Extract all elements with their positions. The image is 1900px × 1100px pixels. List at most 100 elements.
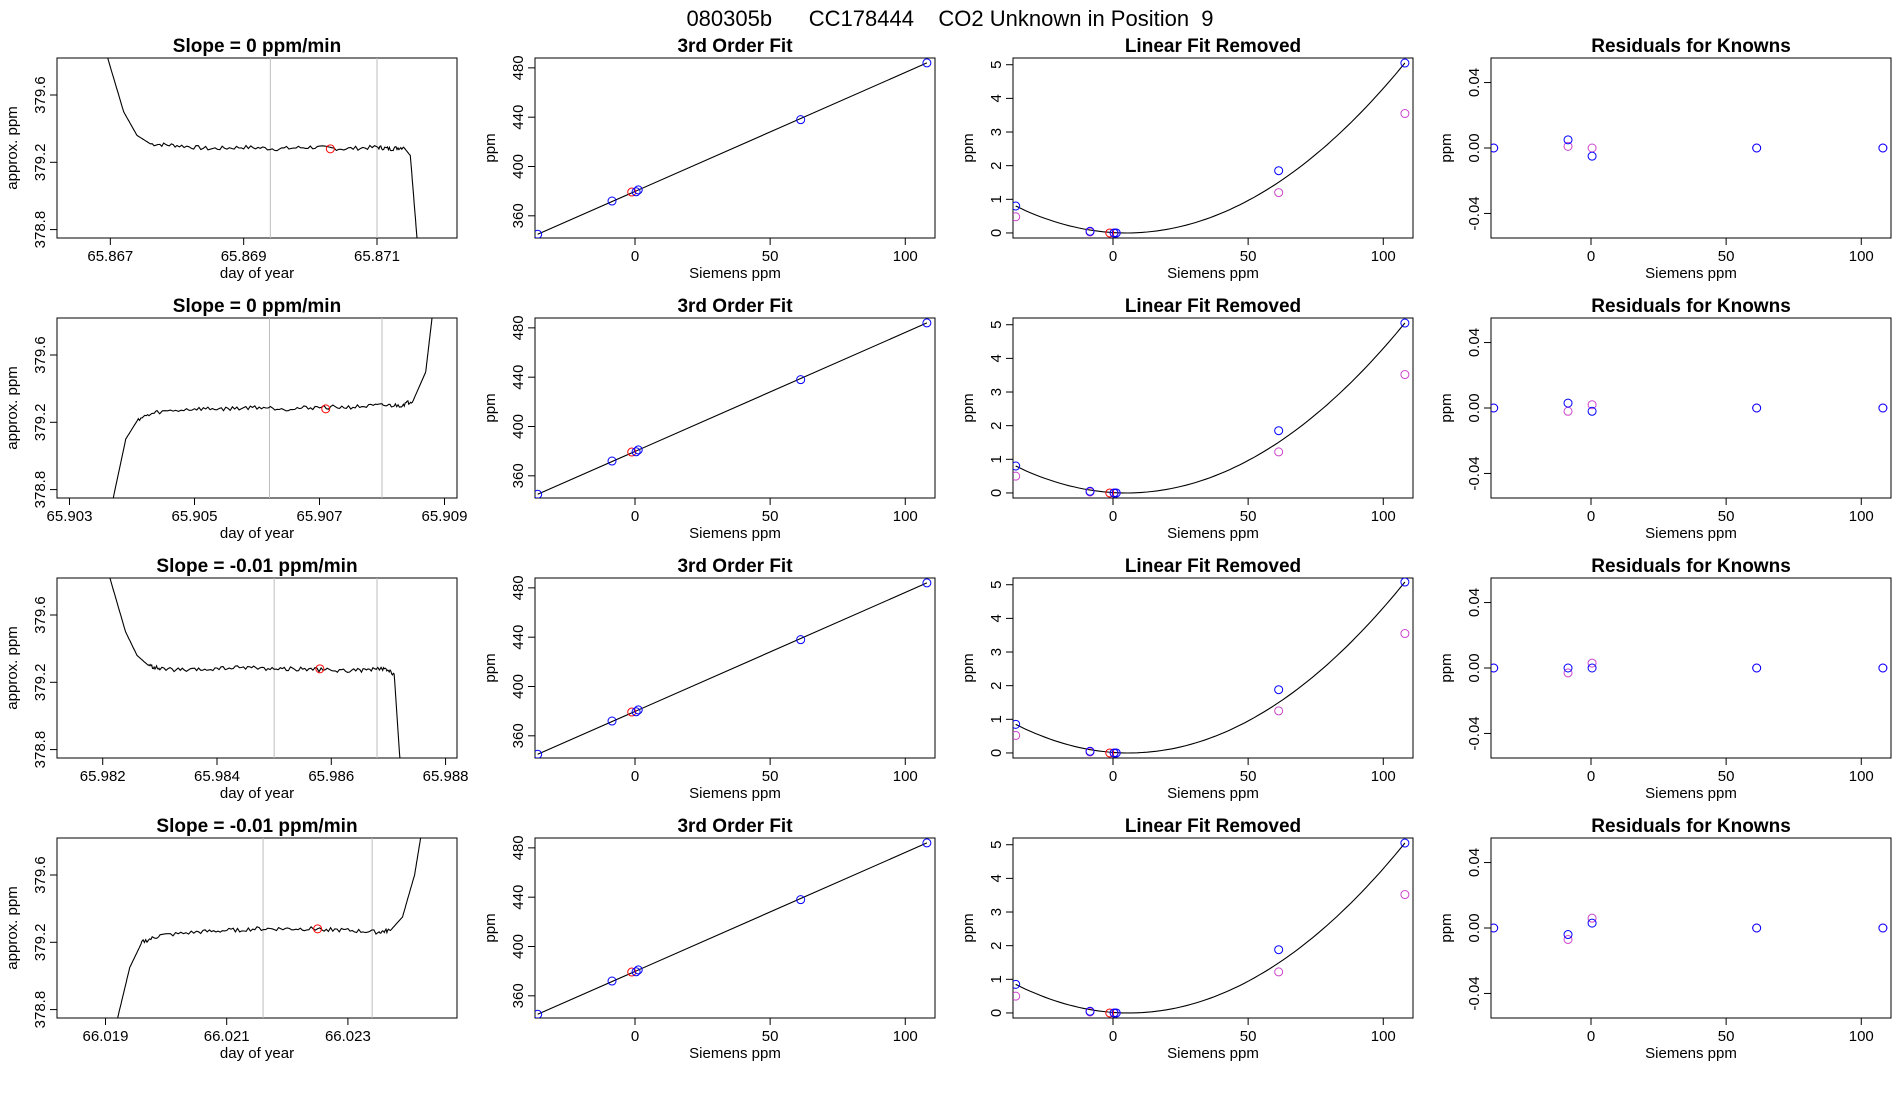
y-tick-label: 400 bbox=[510, 934, 527, 959]
known-point bbox=[1752, 143, 1762, 153]
known-point bbox=[1109, 488, 1119, 498]
x-tick-label: 100 bbox=[893, 768, 918, 785]
known-point bbox=[1274, 945, 1284, 955]
x-axis-label: day of year bbox=[220, 525, 294, 542]
plot-frame bbox=[56, 57, 458, 239]
known-point bbox=[1109, 1008, 1119, 1018]
fit-line bbox=[537, 322, 928, 495]
known-point bbox=[1563, 930, 1573, 940]
plot-frame bbox=[56, 837, 458, 1019]
known-point bbox=[607, 976, 617, 986]
y-tick-label: 0.00 bbox=[1466, 133, 1483, 162]
x-tick-label: 100 bbox=[1371, 248, 1396, 265]
y-tick-label: 0.00 bbox=[1466, 653, 1483, 682]
y-tick-label: -0.04 bbox=[1466, 456, 1483, 490]
y-tick-label: 379.6 bbox=[32, 76, 49, 114]
plot-area bbox=[109, 578, 401, 758]
y-tick-label: 1 bbox=[988, 715, 1005, 723]
sample-point bbox=[1105, 1008, 1115, 1018]
y-tick-label: 400 bbox=[510, 154, 527, 179]
y-tick-label: 440 bbox=[510, 885, 527, 910]
known-point bbox=[1491, 923, 1499, 933]
panel-title: 3rd Order Fit bbox=[677, 556, 793, 577]
y-axis-label: ppm bbox=[960, 913, 977, 942]
x-tick-label: 0 bbox=[631, 508, 639, 525]
panel-r3-c1: Slope = -0.01 ppm/min 65.982 65.984 65.986 6… bbox=[4, 556, 469, 802]
panel-title: Slope = -0.01 ppm/min bbox=[156, 556, 357, 577]
x-tick-label: 50 bbox=[1240, 508, 1257, 525]
y-tick-label: 378.8 bbox=[32, 471, 49, 509]
plot-area bbox=[107, 58, 418, 238]
unknown-point bbox=[1587, 658, 1597, 668]
y-axis-label: ppm bbox=[1438, 133, 1455, 162]
x-tick-label: 65.869 bbox=[221, 248, 267, 265]
x-tick-label: 0 bbox=[1109, 248, 1117, 265]
y-tick-label: 1 bbox=[988, 975, 1005, 983]
known-point bbox=[922, 318, 932, 328]
known-point bbox=[607, 196, 617, 206]
y-tick-label: 4 bbox=[988, 94, 1005, 102]
known-point bbox=[922, 838, 932, 848]
x-axis-label: Siemens ppm bbox=[689, 1045, 781, 1062]
panel-title: Linear Fit Removed bbox=[1125, 816, 1301, 837]
sample-marker bbox=[315, 664, 325, 674]
sample-marker bbox=[321, 404, 331, 414]
y-tick-label: 1 bbox=[988, 195, 1005, 203]
x-tick-label: 0 bbox=[1109, 768, 1117, 785]
fit-line bbox=[537, 582, 928, 755]
panel-title: 3rd Order Fit bbox=[677, 816, 793, 837]
known-point bbox=[1400, 578, 1410, 587]
x-tick-label: 0 bbox=[631, 768, 639, 785]
known-point bbox=[1013, 461, 1021, 471]
y-tick-label: 4 bbox=[988, 354, 1005, 362]
plot-frame bbox=[1490, 57, 1892, 239]
y-tick-label: 5 bbox=[988, 321, 1005, 329]
y-tick-label: -0.04 bbox=[1466, 196, 1483, 230]
x-tick-label: 100 bbox=[893, 248, 918, 265]
known-point bbox=[535, 1009, 543, 1018]
ppm-trace bbox=[109, 578, 401, 758]
plot-frame bbox=[534, 837, 936, 1019]
x-tick-label: 0 bbox=[631, 248, 639, 265]
known-point bbox=[1491, 403, 1499, 413]
fit-curve bbox=[1015, 322, 1406, 494]
known-point bbox=[1587, 151, 1597, 161]
known-point bbox=[922, 578, 932, 588]
plot-area bbox=[535, 578, 932, 758]
x-tick-label: 50 bbox=[1718, 508, 1735, 525]
plot-frame bbox=[1490, 317, 1892, 499]
plot-frame bbox=[534, 317, 936, 499]
y-tick-label: 2 bbox=[988, 681, 1005, 689]
y-tick-label: 379.6 bbox=[32, 856, 49, 894]
known-point bbox=[633, 965, 643, 975]
panel-title: Residuals for Knowns bbox=[1591, 296, 1791, 317]
x-tick-label: 100 bbox=[893, 508, 918, 525]
unknown-point bbox=[627, 967, 637, 977]
plot-frame bbox=[1490, 577, 1892, 759]
y-tick-label: 3 bbox=[988, 388, 1005, 396]
known-point bbox=[796, 635, 806, 645]
panel-r1-c4: Residuals for Knowns 0 50 100 -0.04 0.00 0.04 S… bbox=[1438, 36, 1892, 282]
unknown-point bbox=[1587, 143, 1597, 153]
y-tick-label: 3 bbox=[988, 908, 1005, 916]
y-tick-label: 379.2 bbox=[32, 404, 49, 442]
x-tick-label: 100 bbox=[893, 1028, 918, 1045]
y-tick-label: 378.8 bbox=[32, 731, 49, 769]
unknown-point bbox=[1563, 406, 1573, 416]
y-tick-label: 0.00 bbox=[1466, 393, 1483, 422]
x-tick-label: 66.021 bbox=[204, 1028, 250, 1045]
x-tick-label: 0 bbox=[1587, 768, 1595, 785]
known-point bbox=[1013, 719, 1021, 729]
known-point bbox=[1109, 228, 1119, 238]
x-tick-label: 50 bbox=[762, 248, 779, 265]
unknown-point bbox=[1587, 400, 1597, 410]
panel-title: Linear Fit Removed bbox=[1125, 36, 1301, 57]
unknown-point bbox=[1274, 967, 1284, 977]
x-axis-label: day of year bbox=[220, 265, 294, 282]
known-point bbox=[1085, 746, 1095, 756]
panel-title: 3rd Order Fit bbox=[677, 36, 793, 57]
x-tick-label: 0 bbox=[1587, 508, 1595, 525]
unknown-point bbox=[627, 707, 637, 717]
y-axis-label: ppm bbox=[960, 393, 977, 422]
